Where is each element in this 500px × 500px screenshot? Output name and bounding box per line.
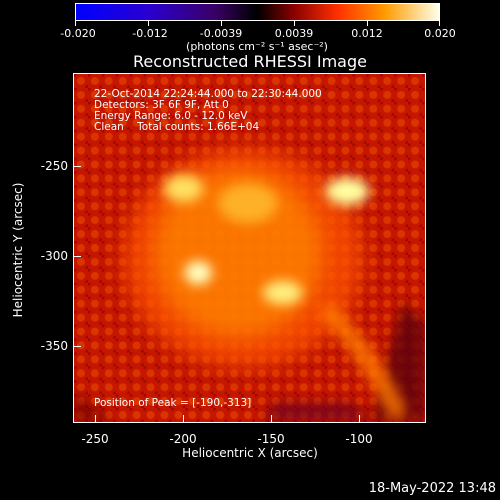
- colorbar-tick: [75, 21, 76, 26]
- colorbar-label: -0.0039: [199, 27, 243, 40]
- image-title: Reconstructed RHESSI Image: [133, 52, 367, 71]
- x-tick: [95, 415, 96, 423]
- colorbar: [75, 3, 440, 21]
- x-tick-label: -250: [81, 432, 109, 446]
- colorbar-label: 0.012: [351, 27, 383, 40]
- x-tick: [183, 415, 184, 423]
- colorbar-label: -0.020: [60, 27, 96, 40]
- info-energy: Energy Range: 6.0 - 12.0 keV: [94, 110, 248, 122]
- date-stamp: 18-May-2022 13:48: [368, 481, 496, 496]
- y-tick: [73, 166, 81, 167]
- colorbar-label: 0.0039: [274, 27, 314, 40]
- colorbar-tick: [367, 21, 368, 26]
- colorbar-tick: [148, 21, 149, 26]
- y-tick: [73, 256, 81, 257]
- colorbar-label: -0.012: [132, 27, 168, 40]
- x-tick: [271, 415, 272, 423]
- x-tick-label: -100: [345, 432, 373, 446]
- colorbar-tick: [439, 21, 440, 26]
- y-tick-label: -250: [40, 159, 68, 173]
- rhessi-image: [74, 74, 425, 422]
- colorbar-label: 0.020: [424, 27, 456, 40]
- info-detectors: Detectors: 3F 6F 9F, Att 0: [94, 99, 229, 111]
- x-axis-label: Heliocentric X (arcsec): [182, 446, 318, 460]
- info-clean: Clean Total counts: 1.66E+04: [94, 121, 260, 133]
- peak-position: Position of Peak = [-190,-313]: [94, 397, 252, 409]
- x-tick-label: -150: [257, 432, 285, 446]
- colorbar-tick: [294, 21, 295, 26]
- y-tick-label: -350: [40, 339, 68, 353]
- y-tick-label: -300: [40, 249, 68, 263]
- y-axis-label: Heliocentric Y (arcsec): [11, 182, 25, 318]
- y-tick: [73, 346, 81, 347]
- image-plot: 22-Oct-2014 22:24:44.000 to 22:30:44.000…: [73, 73, 426, 423]
- colorbar-tick: [221, 21, 222, 26]
- x-tick-label: -200: [169, 432, 197, 446]
- x-tick: [359, 415, 360, 423]
- colorbar-units: (photons cm⁻² s⁻¹ asec⁻²): [186, 40, 328, 53]
- info-time: 22-Oct-2014 22:24:44.000 to 22:30:44.000: [94, 88, 322, 100]
